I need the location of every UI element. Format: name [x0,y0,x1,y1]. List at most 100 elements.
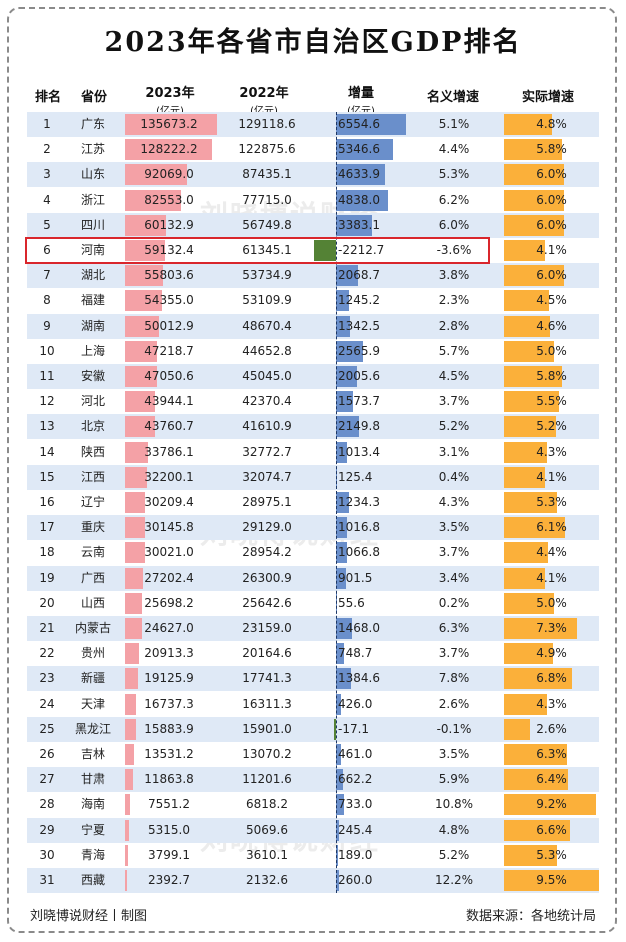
increase-bar [336,189,388,211]
increase-bar [336,492,350,513]
table-row: 27 甘肃 11863.8 11201.6 662.2 5.9% 6.4% [27,767,599,793]
gdp2023-cell: 128222.2 [140,142,198,157]
gdp2022-cell: 26300.9 [242,570,292,585]
increase-bar [336,214,373,236]
rank-cell: 9 [43,318,51,333]
gdp2023-bar [125,340,158,362]
gdp2023-bar [125,189,181,211]
gdp2022-cell: 32772.7 [242,444,292,459]
gdp2023-bar [125,114,217,135]
rank-cell: 8 [43,293,51,308]
increase-bar [336,290,350,312]
header-increase: 增量 (亿元) [336,82,386,117]
gdp2023-bar [125,366,157,387]
real-growth-bar [504,189,564,211]
real-growth-bar [504,618,577,639]
gdp2023-cell: 135673.2 [140,117,198,131]
increase-cell: 1245.2 [338,293,380,308]
table-row: 21 内蒙古 24627.0 23159.0 1468.0 6.3% 7.3% [27,616,599,641]
gdp2023-cell: 50012.9 [144,318,194,333]
gdp2022-cell: 29129.0 [242,520,292,535]
gdp2022-cell: 45045.0 [242,369,292,383]
real-growth-cell: 4.8% [536,117,567,131]
rank-cell: 17 [39,520,55,535]
nominal-cell: 2.3% [438,293,470,308]
gdp2023-cell: 82553.0 [144,192,194,207]
real-growth-cell: 7.3% [536,621,567,635]
table-row: 6 河南 59132.4 61345.1 -2212.7 -3.6% 4.1% [27,238,599,263]
gdp2023-bar [125,870,127,891]
real-growth-cell: 4.6% [536,318,567,333]
gdp2022-cell: 61345.1 [242,243,292,257]
gdp2023-cell: 92069.0 [144,167,194,182]
increase-bar [336,567,346,589]
rank-cell: 4 [43,192,51,207]
gdp2022-cell: 77715.0 [242,192,292,207]
province-cell: 山西 [80,595,105,610]
real-growth-cell: 6.4% [536,772,567,787]
real-growth-bar [504,290,549,312]
real-growth-cell: 6.3% [536,747,567,761]
gdp2022-cell: 53734.9 [242,268,292,283]
real-growth-bar [504,214,564,236]
increase-cell: 733.0 [338,797,373,812]
real-growth-bar [504,240,545,261]
real-growth-cell: 5.0% [536,595,567,610]
increase-cell: 6554.6 [338,117,380,131]
increase-bar [336,416,359,438]
real-growth-bar [504,416,556,438]
province-cell: 浙江 [80,192,105,207]
table-row: 31 西藏 2392.7 2132.6 260.0 12.2% 9.5% [27,868,599,893]
nominal-cell: 3.4% [438,570,470,585]
nominal-cell: 5.1% [438,117,470,131]
table-row: 11 安徽 47050.6 45045.0 2005.6 4.5% 5.8% [27,364,599,389]
rank-cell: 2 [43,142,51,157]
province-cell: 青海 [80,847,105,862]
increase-cell: 1016.8 [338,520,380,535]
increase-cell: 4633.9 [338,167,380,182]
rank-cell: 11 [39,369,55,383]
increase-cell: 4838.0 [338,192,380,207]
gdp2023-bar [125,466,147,488]
gdp2022-cell: 41610.9 [242,419,292,434]
province-cell: 福建 [80,293,105,308]
real-growth-cell: 9.2% [536,797,567,812]
gdp2023-cell: 30209.4 [144,495,194,509]
gdp2023-cell: 47218.7 [144,343,194,358]
nominal-cell: 4.3% [438,495,470,509]
real-growth-bar [504,315,550,337]
header-nominal: 名义增速 [426,90,479,105]
gdp2022-cell: 56749.8 [242,217,292,232]
rank-cell: 6 [43,243,51,257]
nominal-cell: 3.8% [438,268,470,283]
increase-bar [336,844,339,866]
rank-cell: 7 [43,268,51,283]
increase-cell: 260.0 [338,873,373,887]
header-real: 实际增速 [521,90,574,105]
gdp2022-cell: 15901.0 [242,721,292,736]
gdp2023-cell: 13531.2 [144,747,194,761]
increase-bar [336,693,341,715]
nominal-cell: 3.7% [438,394,470,409]
gdp2022-cell: 13070.2 [242,747,292,761]
increase-bar [336,769,344,791]
gdp2023-bar [125,643,140,665]
rank-cell: 10 [39,343,55,358]
header-gdp2023: 2023年 (亿元) [130,82,210,117]
table-row: 29 宁夏 5315.0 5069.6 245.4 4.8% 6.6% [27,817,599,843]
real-growth-cell: 5.2% [536,419,567,434]
province-cell: 海南 [80,797,105,812]
table-row: 22 贵州 20913.3 20164.6 748.7 3.7% 4.9% [27,641,599,666]
table-row: 25 黑龙江 15883.9 15901.0 -17.1 -0.1% 2.6% [27,716,599,742]
table-row: 12 河北 43944.1 42370.4 1573.7 3.7% 5.5% [27,389,599,414]
province-cell: 贵州 [80,646,105,661]
footer-credit: 刘晓博说财经丨制图 [30,909,148,924]
nominal-cell: 5.2% [438,419,470,434]
gdp2023-cell: 47050.6 [144,369,194,383]
nominal-cell: 7.8% [438,671,470,686]
increase-bar [336,542,348,564]
table-row: 15 江西 32200.1 32074.7 125.4 0.4% 4.1% [27,464,599,490]
real-growth-bar [504,844,557,866]
rank-cell: 16 [39,495,55,509]
gdp2023-cell: 54355.0 [144,293,194,308]
